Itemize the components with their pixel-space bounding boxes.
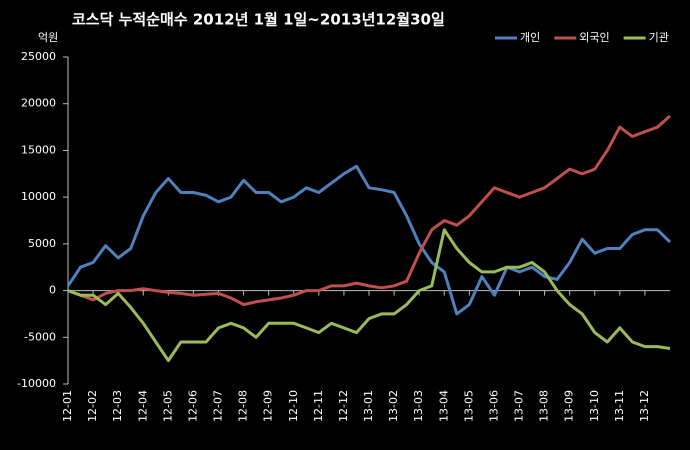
series-line [67,228,671,363]
x-tick-label: 13-05 [462,390,475,422]
x-tick-label: 12-10 [287,390,300,422]
y-tick-label: 10000 [21,190,56,203]
y-tick-label: 15000 [21,143,56,156]
x-tick-label: 12-03 [111,390,124,422]
x-tick-label: 13-10 [588,390,601,422]
x-tick-label: 13-06 [487,390,500,422]
y-tick-label: -10000 [17,377,56,390]
y-tick-label: 0 [49,284,56,297]
y-tick-label: -5000 [24,330,56,343]
y-tick-label: 20000 [21,97,56,110]
x-tick-label: 13-08 [538,390,551,422]
series-line [67,114,672,307]
legend-label: 기관 [649,31,669,44]
x-tick-label: 13-03 [412,390,425,422]
x-tick-label: 12-02 [86,390,99,422]
x-tick-label: 13-01 [362,390,375,422]
y-tick-label: 25000 [21,50,56,63]
legend-label: 개인 [520,31,540,44]
x-tick-label: 12-07 [212,390,225,422]
x-tick-label: 13-07 [513,390,526,422]
legend-label: 외국인 [579,31,609,44]
x-tick-label: 13-04 [437,390,450,422]
x-tick-label: 12-09 [262,390,275,422]
x-tick-label: 13-02 [387,390,400,422]
chart-title: 코스닥 누적순매수 2012년 1월 1일~2013년12월30일 [72,11,445,29]
x-tick-label: 12-11 [312,390,325,422]
x-tick-label: 12-04 [136,390,149,422]
x-tick-label: 12-06 [186,390,199,422]
y-tick-label: 5000 [28,237,56,250]
x-tick-label: 12-05 [161,390,174,422]
y-axis-label: 억원 [38,31,58,44]
x-tick-label: 13-09 [563,390,576,422]
x-tick-label: 12-08 [237,390,250,422]
x-tick-label: 13-12 [638,390,651,422]
x-tick-label: 13-11 [613,390,626,422]
x-tick-label: 12-12 [337,390,350,422]
series-line [66,164,672,316]
x-tick-label: 12-01 [61,390,74,422]
